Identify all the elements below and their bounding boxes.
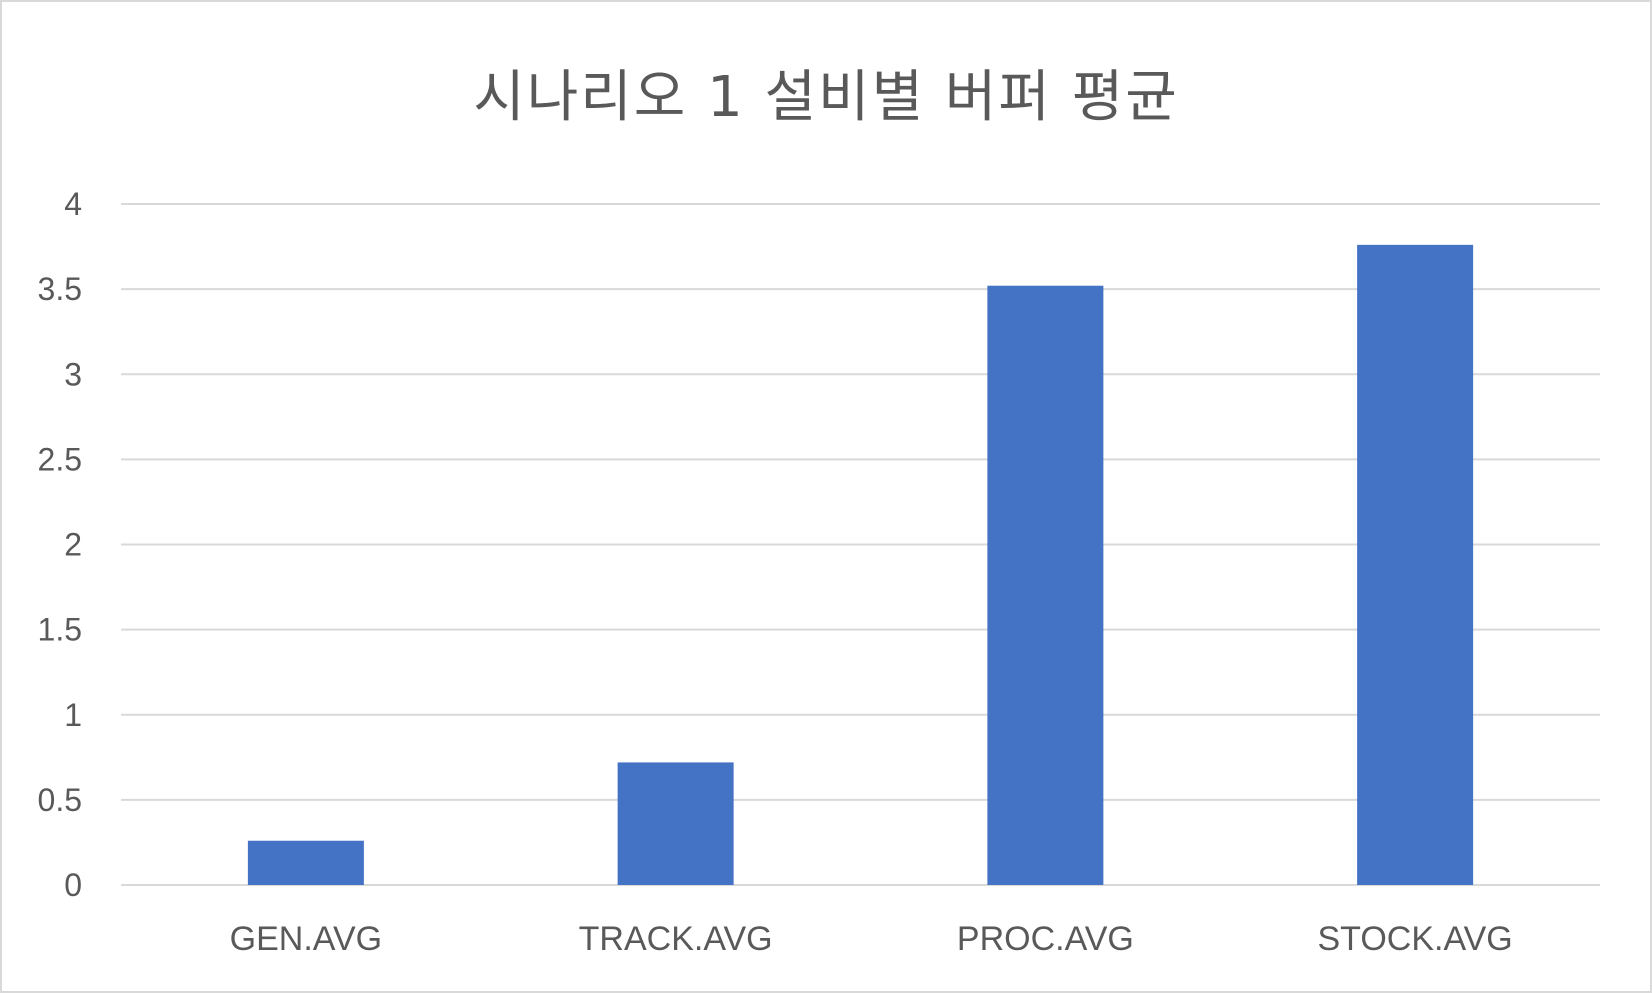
y-tick-label: 0 (64, 867, 82, 903)
bar-gen-avg (247, 840, 364, 885)
y-tick-label: 2.5 (38, 441, 82, 477)
y-tick-label: 0.5 (38, 782, 82, 818)
y-tick-label: 3.5 (38, 271, 82, 307)
bar-track-avg (617, 762, 734, 885)
x-category-label: PROC.AVG (957, 920, 1134, 958)
y-tick-label: 1 (64, 697, 82, 733)
y-tick-label: 4 (64, 186, 82, 222)
y-tick-label: 3 (64, 356, 82, 392)
bar-stock-avg (1357, 244, 1474, 886)
y-tick-label: 2 (64, 527, 82, 563)
x-axis-category-labels: GEN.AVG TRACK.AVG PROC.AVG STOCK.AVG (230, 920, 1513, 958)
bars (247, 244, 1474, 886)
x-category-label: GEN.AVG (230, 920, 382, 958)
x-category-label: STOCK.AVG (1318, 920, 1513, 958)
gridlines (121, 203, 1600, 886)
bar-proc-avg (987, 285, 1104, 886)
y-axis-tick-labels: 0 0.5 1 1.5 2 2.5 3 3.5 4 (38, 186, 82, 903)
chart-title: 시나리오 1 설비별 버퍼 평균 (473, 65, 1179, 130)
y-tick-label: 1.5 (38, 612, 82, 648)
x-category-label: TRACK.AVG (579, 920, 773, 958)
